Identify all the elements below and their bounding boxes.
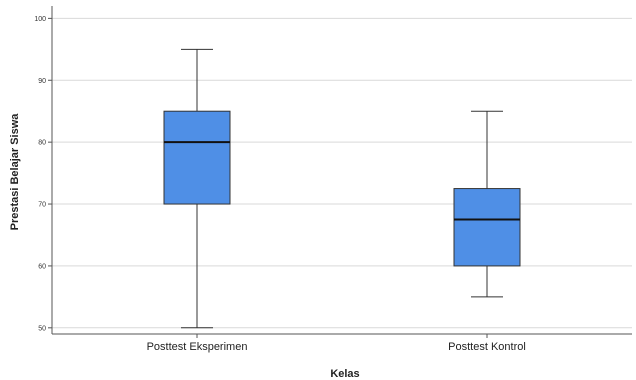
y-tick-label: 70 xyxy=(38,202,46,209)
y-tick-label: 60 xyxy=(38,263,46,270)
y-tick-label: 50 xyxy=(38,325,46,332)
y-axis-title: Prestasi Belajar Siswa xyxy=(9,113,21,231)
x-axis-categories: Posttest Eksperimen Posttest Kontrol xyxy=(147,334,526,353)
boxes xyxy=(163,48,521,329)
gridlines xyxy=(52,17,632,329)
x-axis-title: Kelas xyxy=(330,368,359,380)
iqr-box xyxy=(453,188,521,267)
y-tick-label: 90 xyxy=(38,78,46,85)
axes xyxy=(51,6,632,335)
box-1 xyxy=(453,110,521,298)
iqr-box xyxy=(163,110,231,205)
box-0 xyxy=(163,48,231,329)
y-tick-label: 100 xyxy=(34,16,46,23)
x-category-label: Posttest Eksperimen xyxy=(147,341,248,353)
y-tick-label: 80 xyxy=(38,140,46,147)
x-category-label: Posttest Kontrol xyxy=(448,341,526,353)
y-axis-ticks: 50 60 70 80 90 100 xyxy=(34,16,52,332)
